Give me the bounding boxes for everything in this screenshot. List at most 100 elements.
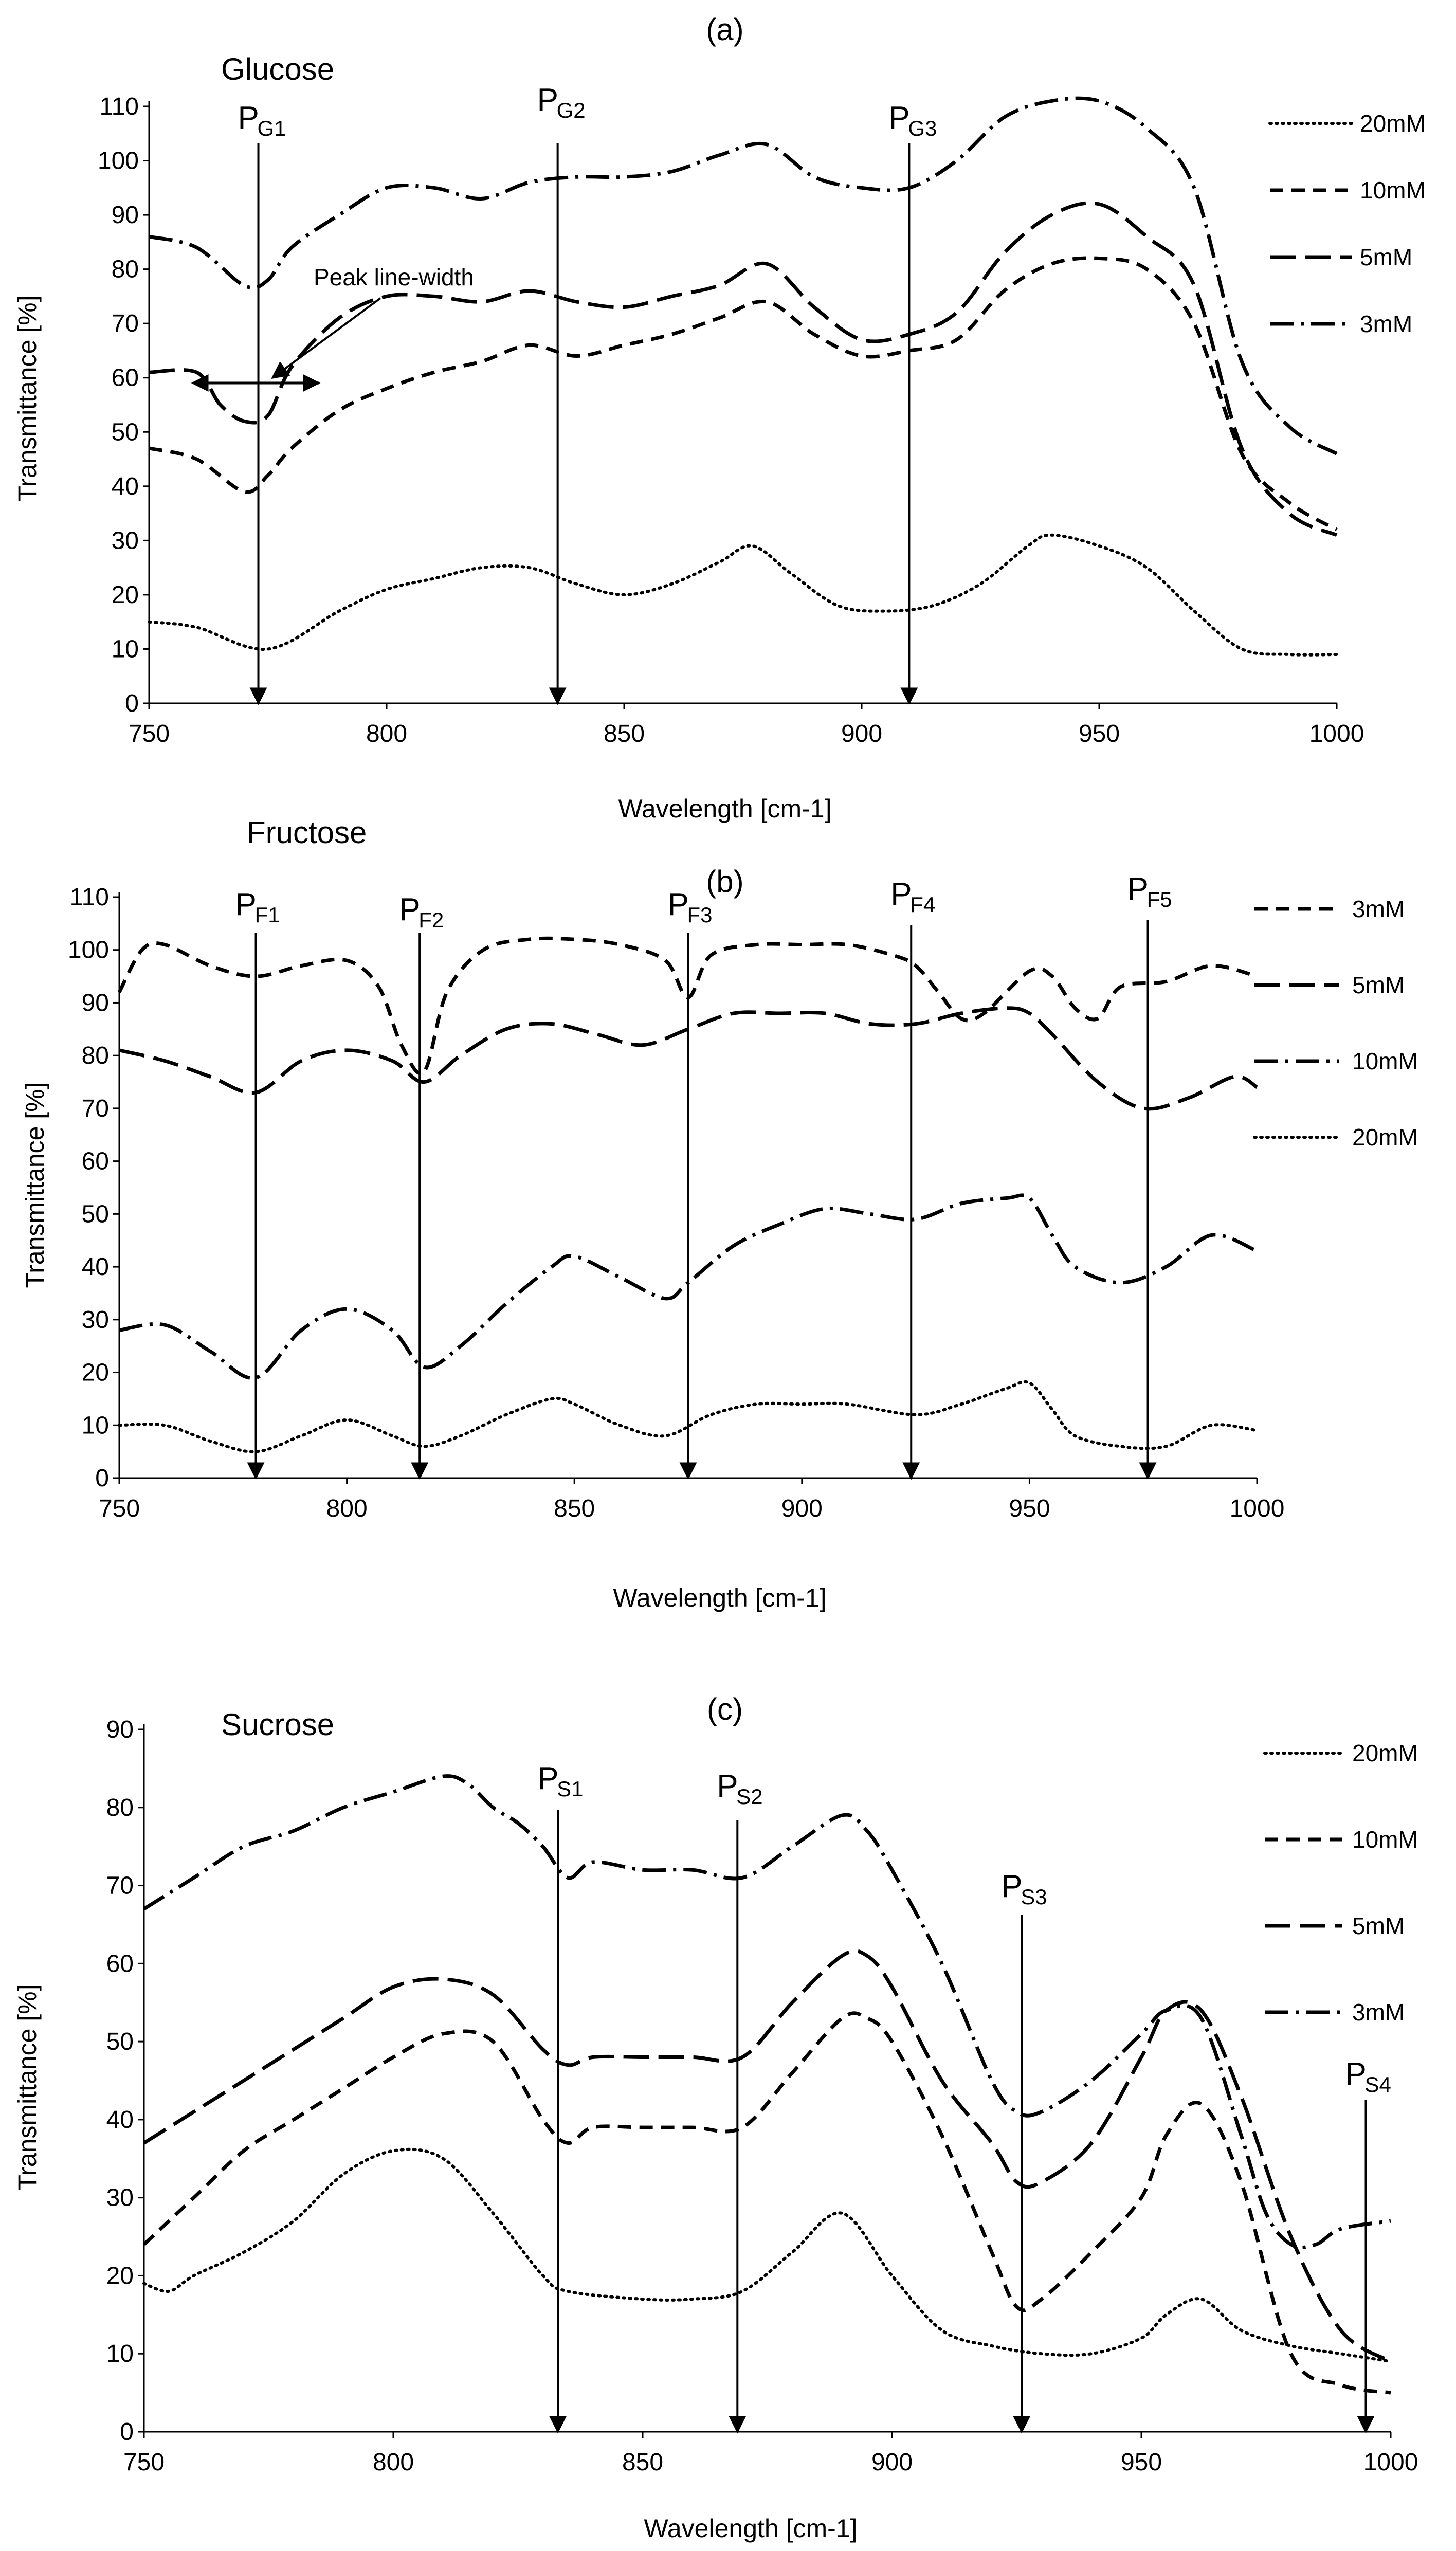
x-tick-label: 800 bbox=[326, 1495, 368, 1522]
x-tick-label: 850 bbox=[622, 2449, 663, 2476]
peak-marker-subscript: S4 bbox=[1365, 2072, 1391, 2097]
y-tick-label: 100 bbox=[68, 937, 109, 964]
series-line-10mM bbox=[119, 1193, 1258, 1380]
y-tick-label: 30 bbox=[112, 527, 139, 554]
series-line-20mM bbox=[142, 2147, 1392, 2363]
series-line-5mM bbox=[149, 201, 1338, 537]
y-tick-label: 10 bbox=[106, 2340, 134, 2367]
y-tick-label: 20 bbox=[112, 581, 139, 609]
x-tick-label: 950 bbox=[1121, 2449, 1162, 2476]
panel-sucrose: (c) Sucrose 750 800 850 900 950 1000 0 10 20 30 4… bbox=[13, 1692, 1418, 2543]
legend-label: 5mM bbox=[1352, 972, 1405, 998]
y-tick-label: 80 bbox=[82, 1042, 109, 1069]
peak-marker-subscript: S1 bbox=[557, 1777, 583, 1801]
legend-label: 10mM bbox=[1352, 1048, 1418, 1074]
peak-marker-label: P bbox=[888, 100, 909, 136]
y-tick-label: 70 bbox=[106, 1872, 134, 1900]
x-tick-label: 1000 bbox=[1230, 1495, 1285, 1522]
peak-marker-label: P bbox=[1127, 871, 1149, 907]
series-line-5mM bbox=[143, 1949, 1392, 2363]
y-tick-label: 90 bbox=[112, 202, 139, 229]
peak-marker-subscript: F4 bbox=[910, 892, 935, 917]
legend: 20mM 10mM 5mM 3mM bbox=[1268, 110, 1426, 337]
legend-label: 3mM bbox=[1352, 1999, 1405, 2026]
series-layer bbox=[148, 96, 1338, 657]
x-tick-label: 800 bbox=[373, 2449, 414, 2476]
series-line-3mM bbox=[149, 96, 1338, 455]
y-axis: 0 10 20 30 40 50 60 70 80 90 bbox=[106, 1716, 145, 2446]
peak-marker-label: P bbox=[1001, 1869, 1022, 1904]
x-axis: 750 800 850 900 950 1000 bbox=[129, 702, 1364, 748]
y-tick-label: 70 bbox=[112, 310, 139, 337]
series-line-10mM bbox=[142, 2011, 1391, 2395]
y-tick-label: 90 bbox=[82, 989, 109, 1016]
x-tick-label: 900 bbox=[871, 2449, 913, 2476]
legend-label: 10mM bbox=[1352, 1826, 1418, 1853]
y-axis: 0 10 20 30 40 50 60 70 80 90 100 110 bbox=[68, 884, 120, 1492]
y-tick-label: 60 bbox=[112, 365, 139, 392]
peak-marker-subscript: F3 bbox=[687, 903, 713, 927]
y-tick-label: 90 bbox=[106, 1716, 134, 1743]
peak-marker-label: P bbox=[717, 1769, 738, 1804]
y-axis-label: Transmittance [%] bbox=[21, 1082, 49, 1288]
y-tick-label: 0 bbox=[95, 1465, 109, 1492]
series-line-20mM bbox=[118, 1380, 1259, 1453]
series-line-5mM bbox=[119, 1006, 1258, 1111]
peak-marker-subscript: F2 bbox=[418, 908, 444, 932]
x-tick-label: 850 bbox=[554, 1495, 595, 1522]
peak-marker-subscript: G2 bbox=[557, 98, 586, 122]
y-tick-label: 110 bbox=[99, 93, 139, 120]
peak-line-width-annotation: Peak line-width bbox=[191, 264, 474, 392]
y-tick-label: 0 bbox=[120, 2418, 134, 2446]
y-tick-label: 80 bbox=[106, 1794, 134, 1821]
x-tick-label: 750 bbox=[99, 1495, 140, 1522]
annotation-text: Peak line-width bbox=[314, 264, 474, 290]
y-tick-label: 60 bbox=[106, 1950, 134, 1977]
legend-label: 3mM bbox=[1352, 896, 1405, 922]
legend-label: 20mM bbox=[1360, 110, 1426, 137]
x-axis-label: Wavelength [cm-1] bbox=[644, 2514, 858, 2543]
legend-label: 3mM bbox=[1360, 311, 1412, 337]
y-tick-label: 30 bbox=[82, 1306, 109, 1334]
peak-marker-label: P bbox=[399, 892, 420, 927]
series-line-3mM bbox=[143, 1774, 1391, 2250]
peak-marker-label: P bbox=[235, 887, 257, 922]
series-layer bbox=[142, 1774, 1392, 2395]
y-tick-label: 10 bbox=[112, 635, 139, 663]
peak-marker-subscript: F5 bbox=[1147, 887, 1172, 912]
y-tick-label: 70 bbox=[82, 1095, 109, 1122]
panel-title: Fructose bbox=[247, 815, 367, 850]
peak-marker-label: P bbox=[537, 82, 558, 118]
x-tick-label: 900 bbox=[781, 1495, 823, 1522]
x-axis-label: Wavelength [cm-1] bbox=[613, 1583, 827, 1612]
y-tick-label: 0 bbox=[125, 690, 139, 717]
y-axis-label: Transmittance [%] bbox=[13, 295, 42, 501]
legend-label: 5mM bbox=[1352, 1912, 1405, 1939]
x-tick-label: 800 bbox=[366, 720, 407, 748]
x-tick-label: 750 bbox=[123, 2449, 165, 2476]
peak-marker-subscript: G1 bbox=[258, 116, 286, 140]
series-line-20mM bbox=[148, 533, 1338, 657]
x-axis: 750 800 850 900 950 1000 bbox=[99, 1477, 1285, 1522]
y-tick-label: 100 bbox=[98, 148, 139, 175]
peak-marker-subscript: F1 bbox=[255, 903, 280, 927]
x-tick-label: 1000 bbox=[1309, 720, 1364, 748]
legend: 20mM 10mM 5mM 3mM bbox=[1263, 1740, 1418, 2026]
x-tick-label: 1000 bbox=[1363, 2449, 1418, 2476]
legend-label: 10mM bbox=[1360, 177, 1426, 204]
panel-letter: (b) bbox=[706, 864, 743, 899]
panel-letter: (c) bbox=[707, 1692, 743, 1726]
annotation-pointer-arrow bbox=[271, 297, 381, 379]
legend-label: 5mM bbox=[1360, 244, 1412, 270]
peak-marker-label: P bbox=[890, 877, 912, 912]
peak-marker-subscript: S2 bbox=[736, 1784, 762, 1809]
panel-title: Sucrose bbox=[221, 1707, 334, 1742]
y-tick-label: 50 bbox=[112, 418, 139, 446]
y-tick-label: 40 bbox=[82, 1253, 109, 1281]
y-tick-label: 110 bbox=[69, 884, 109, 911]
x-tick-label: 750 bbox=[129, 720, 170, 748]
series-line-10mM bbox=[149, 256, 1338, 532]
panel-letter: (a) bbox=[706, 12, 743, 47]
y-axis: 0 10 20 30 40 50 60 70 80 90 100 110 bbox=[98, 93, 150, 717]
